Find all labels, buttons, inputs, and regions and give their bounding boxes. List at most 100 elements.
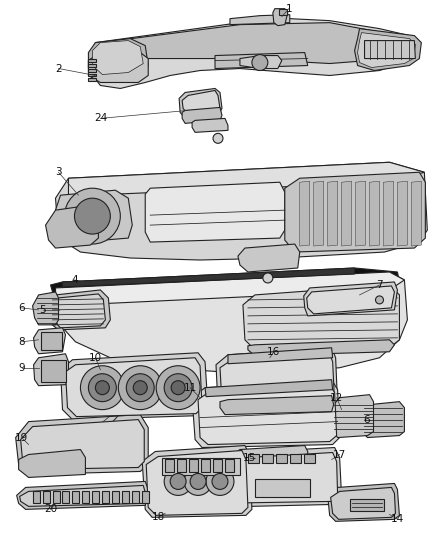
Circle shape xyxy=(375,296,384,304)
Text: 5: 5 xyxy=(39,305,46,315)
Polygon shape xyxy=(230,15,290,25)
Bar xyxy=(279,9,287,15)
Polygon shape xyxy=(397,181,407,246)
Polygon shape xyxy=(355,29,421,70)
Polygon shape xyxy=(240,55,282,69)
Polygon shape xyxy=(243,285,399,350)
Polygon shape xyxy=(88,69,96,71)
Circle shape xyxy=(88,374,117,402)
Text: 20: 20 xyxy=(44,504,57,514)
Bar xyxy=(276,454,287,464)
Circle shape xyxy=(212,473,228,489)
Polygon shape xyxy=(330,394,374,438)
Polygon shape xyxy=(232,446,308,473)
Circle shape xyxy=(74,198,110,234)
Polygon shape xyxy=(202,453,338,503)
Polygon shape xyxy=(182,108,222,123)
Text: 11: 11 xyxy=(184,383,197,393)
Polygon shape xyxy=(16,415,148,474)
Circle shape xyxy=(133,381,147,394)
Polygon shape xyxy=(331,487,396,519)
Circle shape xyxy=(213,133,223,143)
Polygon shape xyxy=(66,358,202,417)
Polygon shape xyxy=(198,385,337,445)
Bar xyxy=(262,454,273,464)
Text: 3: 3 xyxy=(55,167,62,177)
Text: 24: 24 xyxy=(94,114,107,123)
Text: 9: 9 xyxy=(18,363,25,373)
Circle shape xyxy=(206,467,234,495)
Polygon shape xyxy=(88,63,96,67)
Polygon shape xyxy=(88,74,96,77)
Polygon shape xyxy=(46,290,110,330)
Circle shape xyxy=(263,273,273,283)
Text: 6: 6 xyxy=(18,303,25,313)
Polygon shape xyxy=(285,172,425,252)
Circle shape xyxy=(156,366,200,410)
Bar xyxy=(102,491,110,503)
Polygon shape xyxy=(88,38,148,78)
Bar xyxy=(201,459,210,472)
Polygon shape xyxy=(411,181,421,246)
Circle shape xyxy=(190,473,206,489)
Polygon shape xyxy=(56,272,404,306)
Bar xyxy=(42,491,49,503)
Polygon shape xyxy=(182,91,220,115)
Polygon shape xyxy=(215,53,308,69)
Polygon shape xyxy=(198,448,342,507)
Text: 15: 15 xyxy=(243,453,257,463)
Circle shape xyxy=(252,54,268,70)
Polygon shape xyxy=(100,22,414,63)
Polygon shape xyxy=(357,33,415,68)
Polygon shape xyxy=(92,41,143,75)
Circle shape xyxy=(126,374,154,402)
Polygon shape xyxy=(360,402,404,438)
Text: 18: 18 xyxy=(152,512,165,522)
Polygon shape xyxy=(216,348,338,415)
Bar xyxy=(350,499,385,511)
Bar xyxy=(290,454,301,464)
Polygon shape xyxy=(20,486,145,506)
Polygon shape xyxy=(304,282,397,316)
Bar xyxy=(132,491,139,503)
Polygon shape xyxy=(248,340,395,356)
Polygon shape xyxy=(21,419,144,470)
Bar xyxy=(248,454,259,464)
Polygon shape xyxy=(17,481,148,510)
Bar xyxy=(72,491,79,503)
Polygon shape xyxy=(63,268,355,287)
Polygon shape xyxy=(228,348,332,364)
Bar xyxy=(165,459,174,472)
Bar xyxy=(82,491,89,503)
Polygon shape xyxy=(32,292,59,325)
Circle shape xyxy=(164,467,192,495)
Text: 12: 12 xyxy=(330,393,343,402)
Polygon shape xyxy=(34,328,66,354)
Polygon shape xyxy=(90,19,419,88)
Bar xyxy=(142,491,149,503)
Text: 4: 4 xyxy=(71,275,78,285)
Polygon shape xyxy=(328,483,399,521)
Polygon shape xyxy=(238,244,300,272)
Polygon shape xyxy=(192,379,339,448)
Polygon shape xyxy=(179,88,222,118)
Bar xyxy=(41,360,67,382)
Polygon shape xyxy=(50,294,106,328)
Circle shape xyxy=(64,188,120,244)
Circle shape xyxy=(171,381,185,394)
Polygon shape xyxy=(88,78,96,82)
Polygon shape xyxy=(56,162,427,260)
Bar xyxy=(213,459,222,472)
Polygon shape xyxy=(60,353,208,419)
Text: 10: 10 xyxy=(89,353,102,363)
Polygon shape xyxy=(342,181,352,246)
Text: 14: 14 xyxy=(391,514,404,524)
Bar xyxy=(63,491,70,503)
Polygon shape xyxy=(370,181,379,246)
Polygon shape xyxy=(88,53,148,83)
Polygon shape xyxy=(356,181,366,246)
Polygon shape xyxy=(56,190,132,242)
Polygon shape xyxy=(46,205,99,248)
Polygon shape xyxy=(68,162,424,196)
Polygon shape xyxy=(192,118,228,132)
